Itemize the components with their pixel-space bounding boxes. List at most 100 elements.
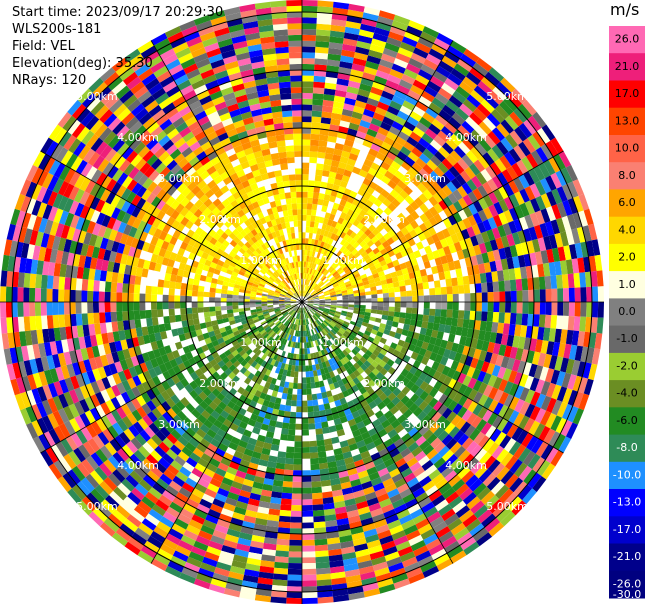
velocity-gate [260,258,267,265]
velocity-gate [291,493,302,500]
velocity-gate [448,350,457,361]
velocity-gate [431,473,445,486]
velocity-gate [303,291,307,297]
velocity-gate [288,557,302,564]
velocity-gate [461,364,471,376]
velocity-gate [38,217,48,233]
velocity-gate [551,204,562,220]
velocity-gate [508,410,520,424]
velocity-gate [343,32,359,41]
velocity-gate [171,219,181,230]
velocity-gate [182,503,197,515]
velocity-gate [145,453,159,466]
velocity-gate [189,389,199,400]
velocity-gate [302,46,316,53]
velocity-gate [180,377,190,388]
velocity-gate [322,312,328,317]
velocity-gate [443,196,453,208]
velocity-gate [350,478,362,488]
velocity-gate [417,182,428,194]
velocity-gate [436,331,444,340]
velocity-gate [433,280,441,288]
velocity-gate [53,327,62,342]
velocity-gate [442,487,456,500]
velocity-gate [137,258,145,269]
velocity-gate [509,396,520,411]
velocity-gate [151,558,168,572]
velocity-gate [298,307,301,314]
velocity-gate [499,434,512,449]
velocity-gate [238,302,244,306]
velocity-gate [141,133,155,146]
velocity-gate [255,306,262,310]
velocity-gate [278,283,284,289]
velocity-gate [321,322,327,328]
velocity-gate [487,148,500,162]
velocity-gate [17,287,24,302]
velocity-gate [107,165,119,179]
velocity-gate [311,203,318,211]
velocity-gate [286,370,292,377]
velocity-gate [247,498,260,507]
velocity-gate [405,371,414,381]
velocity-gate [546,248,555,263]
velocity-gate [545,221,555,236]
velocity-gate [382,546,398,557]
velocity-gate [228,371,236,380]
velocity-gate [170,132,183,144]
velocity-gate [175,203,185,214]
velocity-gate [571,330,580,346]
velocity-gate [421,178,432,190]
velocity-gate [17,272,25,288]
velocity-gate [490,480,505,495]
velocity-gate [127,98,142,113]
velocity-gate [374,281,382,287]
velocity-gate [496,81,512,97]
velocity-gate [330,293,337,296]
velocity-gate [517,103,533,120]
velocity-gate [294,371,299,378]
velocity-gate [358,445,369,454]
velocity-gate [262,542,277,551]
velocity-gate [303,273,305,279]
velocity-gate [74,202,85,217]
velocity-gate [343,240,350,248]
velocity-gate [360,273,368,280]
velocity-gate [486,113,501,128]
velocity-gate [153,553,171,566]
velocity-gate [447,545,464,559]
velocity-gate [288,309,294,314]
velocity-gate [260,360,268,368]
velocity-gate [419,268,427,277]
velocity-gate [404,195,415,205]
velocity-gate [317,309,323,314]
velocity-gate [86,220,96,234]
velocity-gate [285,457,294,465]
velocity-gate [384,257,393,265]
velocity-gate [484,241,493,253]
velocity-gate [61,251,70,265]
velocity-gate [166,464,180,476]
velocity-gate [506,357,516,371]
velocity-gate [476,486,491,501]
velocity-gate [348,443,359,452]
velocity-gate [358,386,367,395]
velocity-gate [284,303,291,306]
velocity-gate [81,302,88,314]
velocity-gate [314,64,327,71]
velocity-gate [314,358,319,365]
velocity-gate [465,474,479,488]
velocity-gate [435,302,442,310]
velocity-gate [230,274,237,281]
velocity-gate [406,136,419,147]
velocity-gate [357,506,371,516]
velocity-gate [235,500,248,510]
velocity-gate [276,313,283,318]
velocity-gate [136,185,147,198]
velocity-gate [226,414,236,423]
velocity-gate [567,273,575,288]
velocity-gate [265,369,272,377]
velocity-gate [257,285,264,290]
velocity-gate [87,438,100,453]
velocity-gate [482,438,495,452]
